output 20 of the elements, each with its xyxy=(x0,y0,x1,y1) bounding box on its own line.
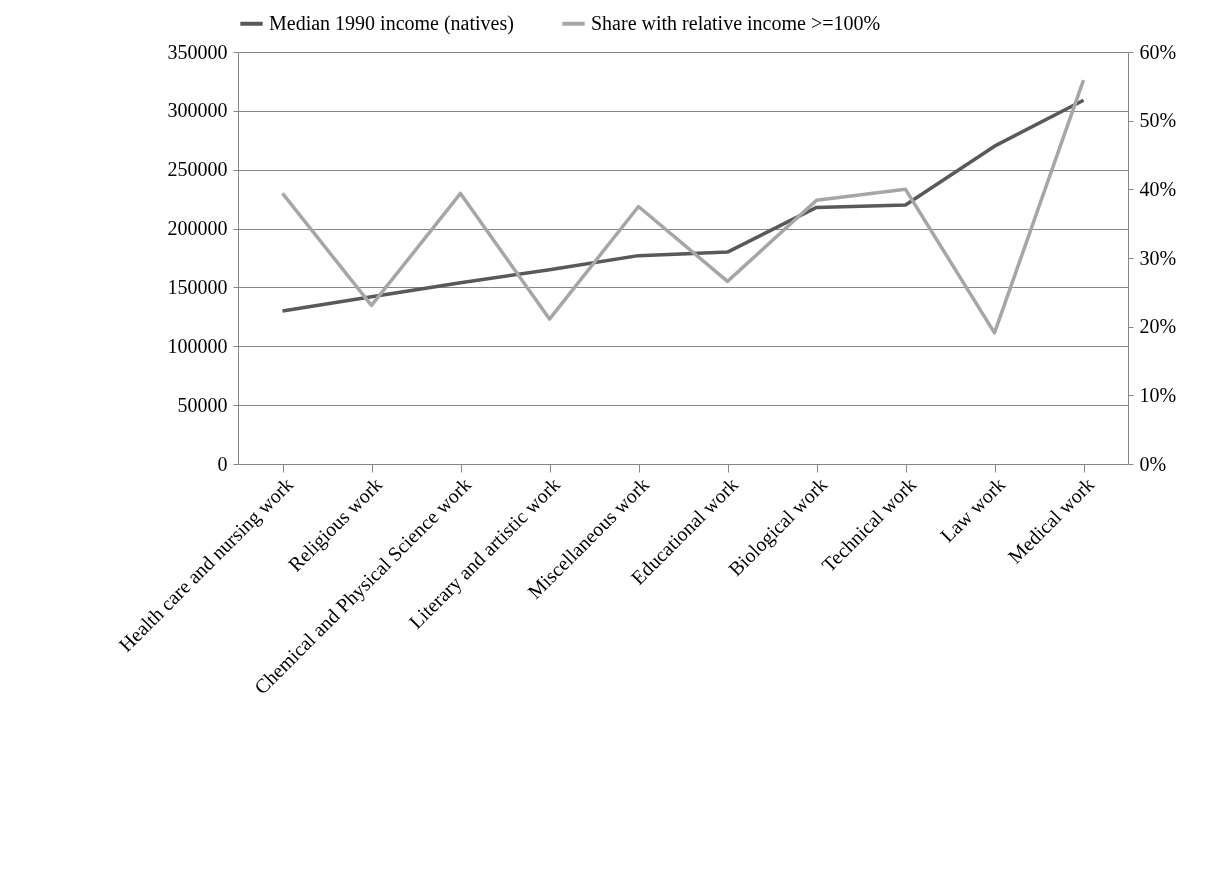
y2-tick-label: 40% xyxy=(1139,177,1177,200)
y-tick-label: 250000 xyxy=(167,158,228,181)
y-tick-label: 100000 xyxy=(167,334,228,357)
y2-tick-label: 0% xyxy=(1139,452,1167,475)
y2-tick-label: 20% xyxy=(1139,315,1177,338)
y-tick-label: 300000 xyxy=(167,99,228,122)
y2-tick-label: 30% xyxy=(1139,246,1177,269)
y2-tick-label: 10% xyxy=(1139,383,1177,406)
legend-label: Share with relative income >=100% xyxy=(591,11,881,34)
line-series xyxy=(280,78,1086,335)
y-tick-label: 200000 xyxy=(167,217,228,240)
y2-tick-label: 60% xyxy=(1139,40,1177,63)
y-tick-label: 0 xyxy=(217,452,228,475)
legend-label: Median 1990 income (natives) xyxy=(269,11,514,35)
y2-tick-label: 50% xyxy=(1139,109,1177,132)
y-tick-label: 150000 xyxy=(167,275,228,298)
line-series xyxy=(280,98,1086,313)
x-tick-label: Law work xyxy=(935,473,1010,547)
y-tick-label: 50000 xyxy=(177,393,228,416)
y-tick-label: 350000 xyxy=(167,40,228,63)
